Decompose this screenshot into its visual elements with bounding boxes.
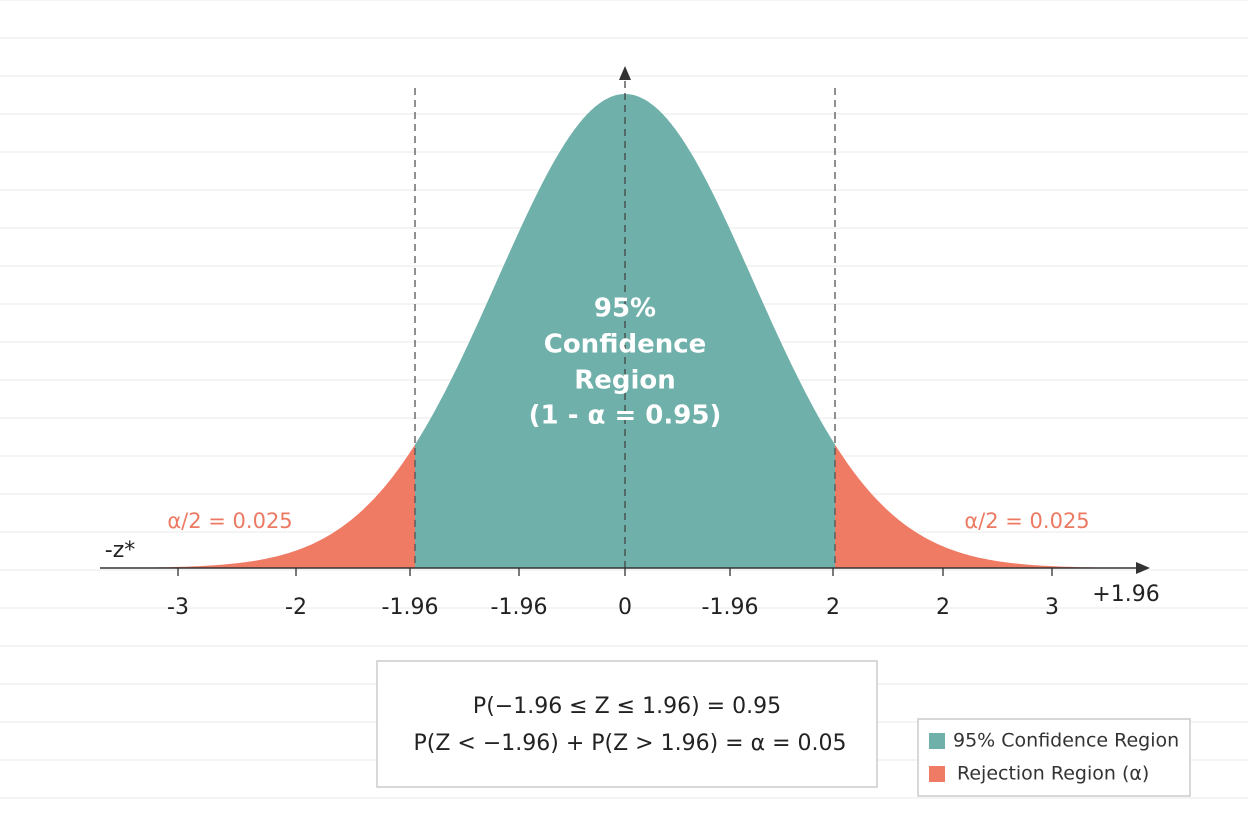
tick-label: 3	[1045, 595, 1059, 620]
tail-annotation: α/2 = 0.025	[167, 509, 292, 533]
legend-swatch	[929, 766, 945, 782]
formula-line: P(Z < −1.96) + P(Z > 1.96) = α = 0.05	[414, 731, 847, 756]
legend-label: Rejection Region (α)	[957, 763, 1149, 785]
tick-label: 2	[936, 595, 950, 620]
tick-label: -1.96	[382, 595, 439, 620]
tick-label: -2	[285, 595, 307, 620]
right-label: +1.96	[1092, 582, 1159, 607]
center-label: Region	[574, 366, 676, 396]
center-label: 95%	[594, 294, 656, 324]
confidence-region	[415, 94, 835, 568]
rejection-region-left	[130, 444, 415, 568]
legend-box	[917, 718, 1191, 797]
tick-label: -1.96	[702, 595, 759, 620]
tail-annotation: α/2 = 0.025	[964, 509, 1089, 533]
left-label: -z*	[105, 538, 136, 563]
legend-label: 95% Confidence Region	[953, 730, 1179, 752]
center-label: (1 - α = 0.95)	[529, 401, 722, 431]
tick-label: -3	[167, 595, 189, 620]
tick-label: 2	[826, 595, 840, 620]
formula-line: P(−1.96 ≤ Z ≤ 1.96) = 0.95	[473, 694, 781, 719]
legend-swatch	[929, 733, 945, 749]
tick-label: 0	[618, 595, 632, 620]
x-arrow	[1136, 562, 1150, 574]
tick-label: -1.96	[491, 595, 548, 620]
rejection-region-right	[835, 444, 1120, 568]
y-arrow	[619, 66, 631, 80]
ticks: -3 -2 -1.96 -1.96 0 -1.96 2 2 3	[167, 568, 1059, 620]
formula-box	[376, 660, 878, 788]
center-label: Confidence	[544, 330, 707, 360]
